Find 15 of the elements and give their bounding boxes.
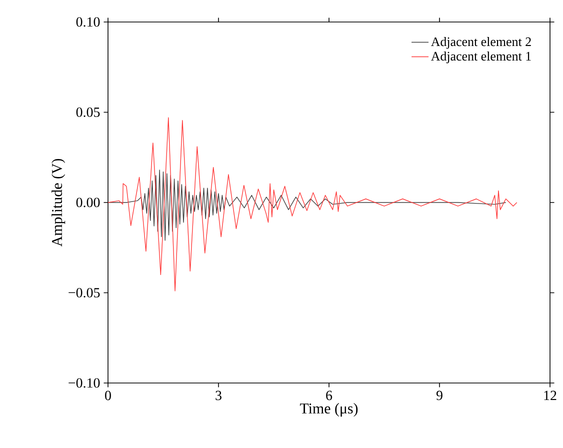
y-tick-label: 0.10 [76, 17, 100, 27]
y-axis-title: Amplitude (V) [52, 158, 66, 247]
y-tick-label: −0.10 [68, 378, 100, 388]
legend-label: Adjacent element 1 [431, 51, 531, 64]
line-series [108, 117, 518, 292]
x-tick-label: 0 [105, 390, 111, 400]
x-tick-label: 3 [216, 390, 222, 400]
legend-label: Adjacent element 2 [431, 37, 531, 49]
x-tick-label: 9 [436, 390, 442, 400]
x-tick-label: 12 [544, 390, 556, 400]
x-tick-label: 6 [326, 390, 332, 400]
y-tick-label: 0.05 [76, 108, 100, 117]
y-tick-label: −0.05 [68, 288, 100, 298]
x-axis-title: Time (μs) [300, 403, 358, 417]
y-tick-label: 0.00 [76, 198, 100, 208]
